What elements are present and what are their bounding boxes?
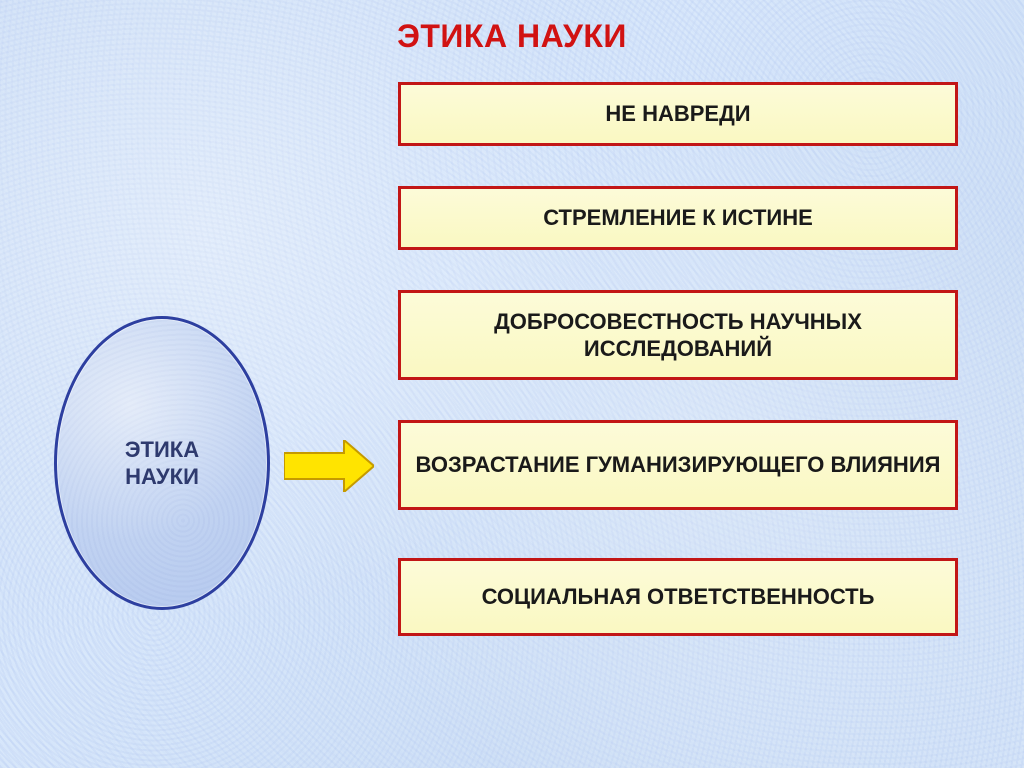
- principle-box-3: ВОЗРАСТАНИЕ ГУМАНИЗИРУЮЩЕГО ВЛИЯНИЯ: [398, 420, 958, 510]
- principle-box-1: СТРЕМЛЕНИЕ К ИСТИНЕ: [398, 186, 958, 250]
- principle-box-4: СОЦИАЛЬНАЯ ОТВЕТСТВЕННОСТЬ: [398, 558, 958, 636]
- principle-box-label: ВОЗРАСТАНИЕ ГУМАНИЗИРУЮЩЕГО ВЛИЯНИЯ: [416, 451, 941, 479]
- principle-box-label: ДОБРОСОВЕСТНОСТЬ НАУЧНЫХ ИССЛЕДОВАНИЙ: [415, 308, 941, 363]
- diagram-title: ЭТИКА НАУКИ: [0, 18, 1024, 55]
- principle-box-label: СТРЕМЛЕНИЕ К ИСТИНЕ: [543, 204, 813, 232]
- source-ellipse-label: ЭТИКА НАУКИ: [125, 436, 199, 491]
- principle-box-0: НЕ НАВРЕДИ: [398, 82, 958, 146]
- source-ellipse: ЭТИКА НАУКИ: [54, 316, 270, 610]
- principle-box-label: СОЦИАЛЬНАЯ ОТВЕТСТВЕННОСТЬ: [482, 583, 875, 611]
- principle-box-label: НЕ НАВРЕДИ: [605, 100, 750, 128]
- diagram-canvas: ЭТИКА НАУКИ ЭТИКА НАУКИ НЕ НАВРЕДИ СТРЕМЛ…: [0, 0, 1024, 768]
- arrow-icon: [284, 440, 374, 492]
- principle-box-2: ДОБРОСОВЕСТНОСТЬ НАУЧНЫХ ИССЛЕДОВАНИЙ: [398, 290, 958, 380]
